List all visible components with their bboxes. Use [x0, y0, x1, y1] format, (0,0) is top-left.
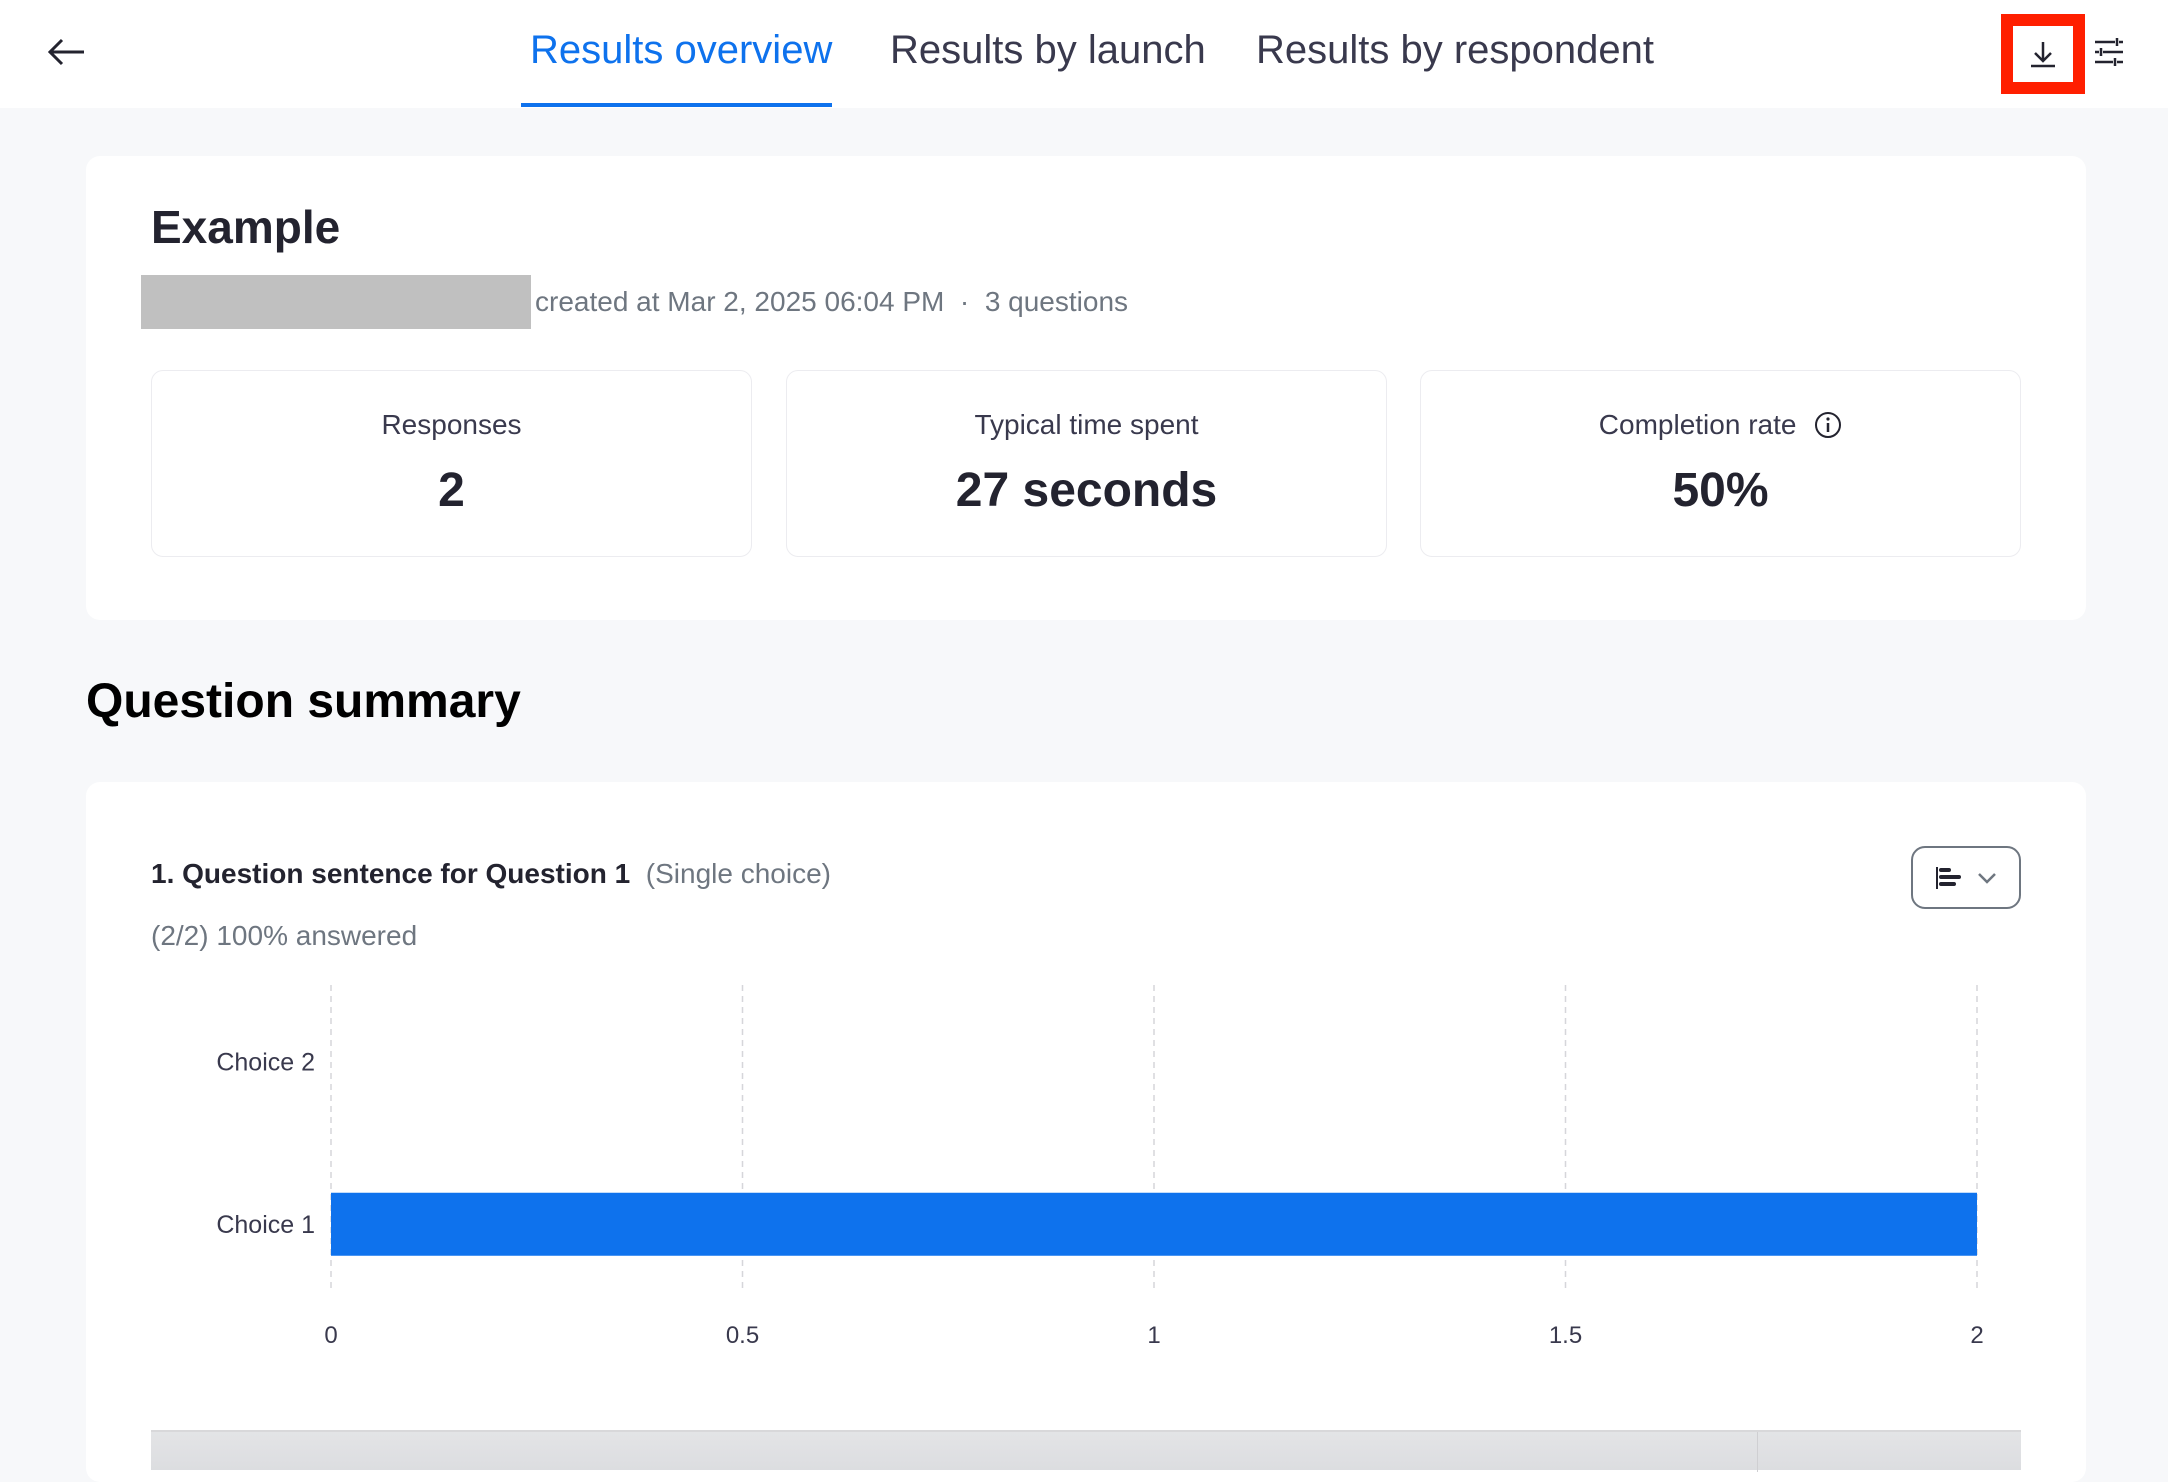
survey-title: Example — [151, 201, 341, 253]
stat-completion-rate: Completion rate 50% — [1420, 370, 2021, 557]
section-heading: Question summary — [86, 675, 521, 728]
survey-meta: created at Mar 2, 2025 06:04 PM · 3 ques… — [535, 286, 1128, 318]
results-table-header — [151, 1430, 2021, 1472]
overview-card — [86, 156, 2086, 620]
question-text: 1. Question sentence for Question 1 — [151, 858, 631, 889]
settings-sliders-icon[interactable] — [2093, 38, 2125, 66]
stat-time-spent: Typical time spent 27 seconds — [786, 370, 1387, 557]
redacted-creator — [141, 275, 531, 329]
active-tab-indicator — [521, 103, 832, 107]
stat-value: 2 — [438, 464, 465, 517]
chevron-down-icon — [1978, 872, 1996, 884]
question-count: 3 questions — [984, 286, 1129, 317]
separator: · — [959, 286, 970, 317]
column-divider — [1757, 1432, 1758, 1472]
stat-label: Typical time spent — [974, 409, 1199, 440]
question-card — [86, 782, 2086, 1482]
stat-label: Responses — [381, 409, 522, 440]
answered-count: (2/2) 100% answered — [151, 920, 418, 951]
bar-chart-icon — [1936, 866, 1961, 889]
question-title: 1. Question sentence for Question 1 (Sin… — [151, 858, 831, 890]
download-button[interactable] — [2001, 14, 2085, 94]
chart-type-dropdown[interactable] — [1911, 846, 2021, 909]
tab-results-by-respondent[interactable]: Results by respondent — [1256, 28, 1655, 72]
stat-value: 50% — [1672, 464, 1769, 517]
info-icon[interactable] — [1814, 411, 1842, 439]
stat-label-row: Completion rate — [1421, 409, 2020, 441]
tab-results-by-launch[interactable]: Results by launch — [890, 28, 1206, 72]
question-type: (Single choice) — [645, 858, 831, 889]
top-bar: Results overview Results by launch Resul… — [0, 0, 2168, 108]
stat-value: 27 seconds — [955, 464, 1218, 517]
stat-label: Completion rate — [1598, 409, 1797, 440]
tab-results-overview[interactable]: Results overview — [530, 28, 833, 72]
stat-responses: Responses 2 — [151, 370, 752, 557]
download-icon — [2031, 42, 2055, 68]
back-arrow-icon[interactable] — [46, 34, 86, 70]
created-at: created at Mar 2, 2025 06:04 PM — [535, 286, 945, 317]
